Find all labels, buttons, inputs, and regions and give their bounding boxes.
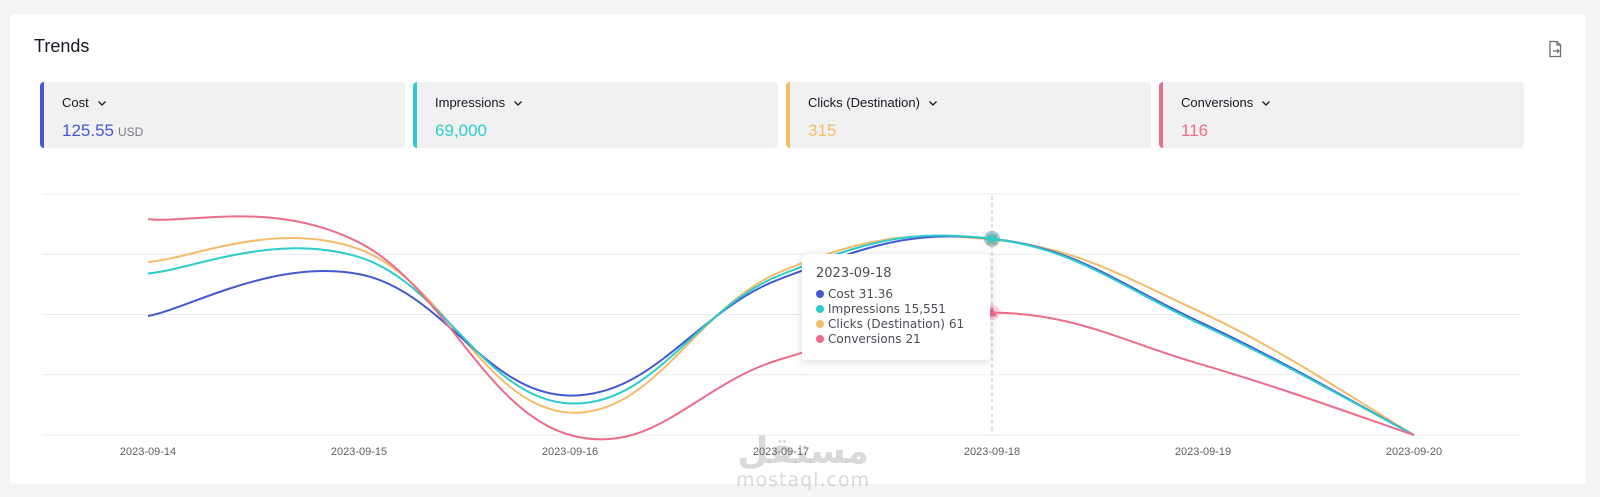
x-tick-label: 2023-09-19 bbox=[1175, 446, 1231, 458]
card-title: Trends bbox=[34, 36, 90, 56]
chevron-down-icon[interactable] bbox=[513, 98, 523, 108]
metric-label-text: Cost bbox=[62, 95, 89, 110]
export-file-icon[interactable] bbox=[1546, 40, 1564, 58]
x-tick-label: 2023-09-15 bbox=[331, 446, 387, 458]
metric-value: 116 bbox=[1181, 121, 1209, 140]
metric-label[interactable]: Conversions bbox=[1181, 95, 1271, 110]
series-line-conversions[interactable] bbox=[147, 215, 1415, 441]
metric-label[interactable]: Clicks (Destination) bbox=[808, 95, 938, 110]
metric-label-text: Impressions bbox=[435, 95, 506, 110]
metric-card-clicks-destination[interactable]: Clicks (Destination) 315 bbox=[786, 82, 1151, 148]
series-line-clicks-destination[interactable] bbox=[147, 235, 1415, 436]
chart-tooltip: 2023-09-18 Cost 31.36 Impressions 15,551 Cli… bbox=[802, 254, 990, 360]
trends-card: Trends Cost 125.55 USD Impressions 69,000 Cli… bbox=[10, 14, 1586, 490]
watermark-logo: مستقل mostaql.com bbox=[736, 431, 871, 491]
tooltip-row: Impressions 15,551 bbox=[816, 301, 976, 316]
x-tick-label: 2023-09-17 bbox=[753, 446, 809, 458]
x-tick-label: 2023-09-14 bbox=[120, 446, 176, 458]
metric-label[interactable]: Impressions bbox=[435, 95, 523, 110]
legend-dot bbox=[816, 334, 824, 343]
metric-value: 125.55 USD bbox=[62, 121, 144, 140]
series-line-impressions[interactable] bbox=[147, 234, 1415, 436]
tooltip-row: Conversions 21 bbox=[816, 331, 976, 346]
tooltip-row: Cost 31.36 bbox=[816, 286, 976, 301]
metric-unit: USD bbox=[118, 125, 144, 139]
metric-label-text: Conversions bbox=[1181, 95, 1254, 110]
chevron-down-icon[interactable] bbox=[97, 98, 107, 108]
series-line-cost[interactable] bbox=[147, 235, 1415, 436]
metric-card-cost[interactable]: Cost 125.55 USD bbox=[40, 82, 405, 148]
metric-label[interactable]: Cost bbox=[62, 95, 107, 110]
metric-label-text: Clicks (Destination) bbox=[808, 95, 920, 110]
x-tick-label: 2023-09-18 bbox=[964, 446, 1020, 458]
metric-value: 315 bbox=[808, 121, 837, 140]
metric-card-impressions[interactable]: Impressions 69,000 bbox=[413, 82, 778, 148]
chevron-down-icon[interactable] bbox=[1261, 98, 1271, 108]
legend-dot bbox=[816, 289, 824, 298]
tooltip-date: 2023-09-18 bbox=[816, 266, 892, 281]
legend-dot bbox=[816, 319, 824, 328]
metric-card-conversions[interactable]: Conversions 116 bbox=[1159, 82, 1524, 148]
x-tick-label: 2023-09-16 bbox=[542, 446, 598, 458]
trend-chart[interactable]: 2023-09-14 2023-09-15 2023-09-16 2023-09-17… bbox=[10, 14, 1586, 484]
metric-value: 69,000 bbox=[435, 121, 487, 140]
tooltip-row: Clicks (Destination) 61 bbox=[816, 316, 976, 331]
x-tick-label: 2023-09-20 bbox=[1386, 446, 1442, 458]
chevron-down-icon[interactable] bbox=[928, 98, 938, 108]
hover-marker-point bbox=[988, 234, 996, 243]
legend-dot bbox=[816, 304, 824, 313]
